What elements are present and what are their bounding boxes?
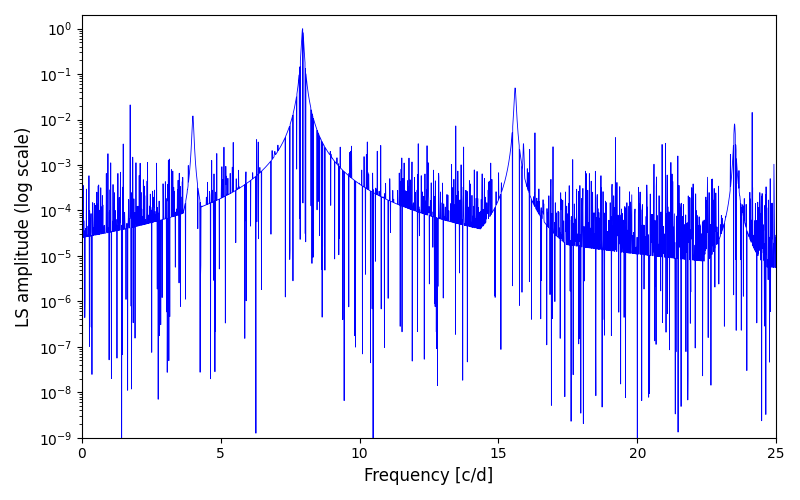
X-axis label: Frequency [c/d]: Frequency [c/d] xyxy=(364,467,494,485)
Y-axis label: LS amplitude (log scale): LS amplitude (log scale) xyxy=(15,126,33,326)
